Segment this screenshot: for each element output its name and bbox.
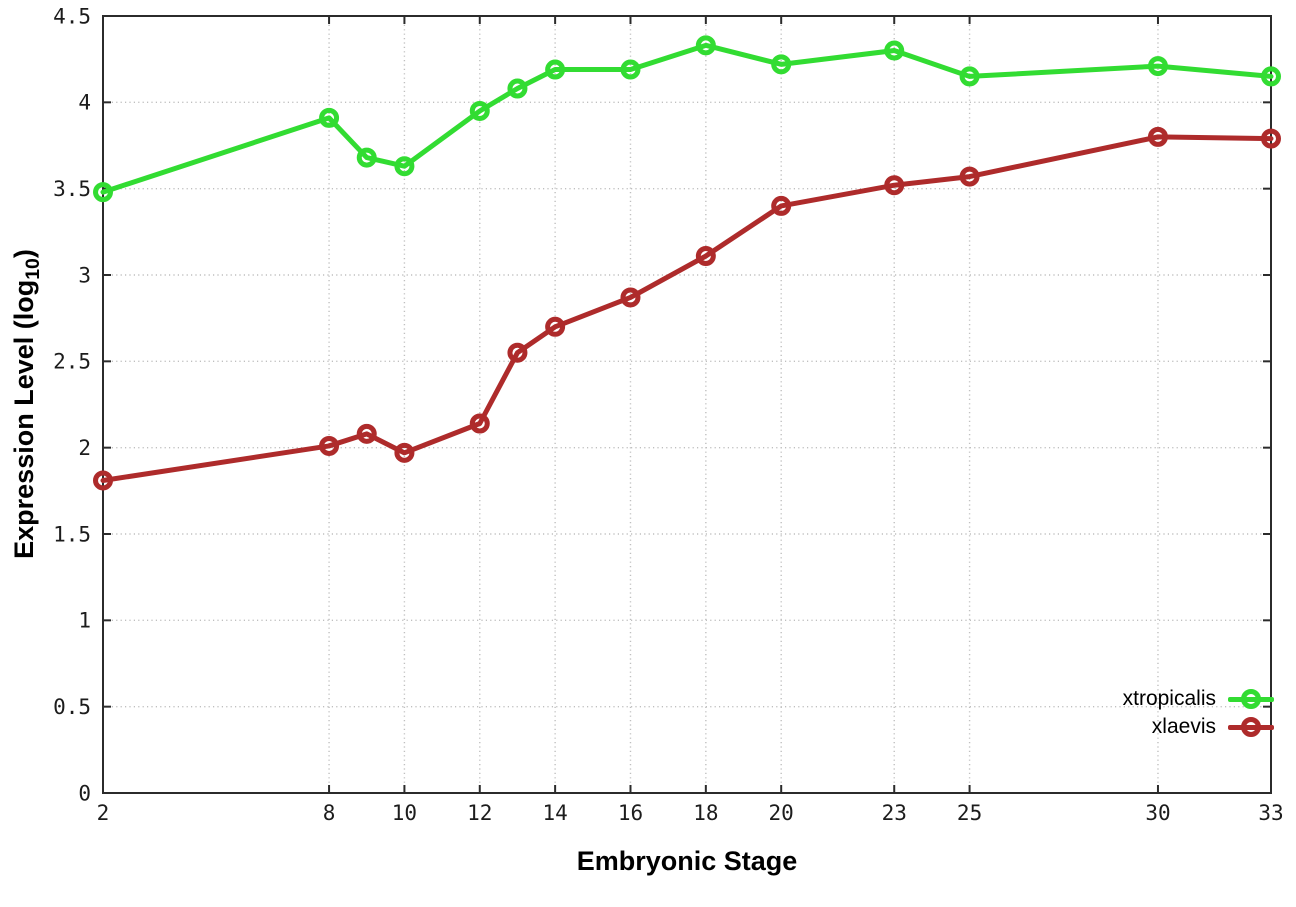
y-tick-label: 0.5: [53, 695, 91, 719]
x-tick-label: 30: [1145, 801, 1170, 825]
y-axis-title-text: Expression Level (log: [8, 279, 39, 559]
y-tick-label: 1: [78, 609, 91, 633]
data-point-xlaevis: [1261, 128, 1281, 149]
y-tick-label: 0: [78, 781, 91, 805]
y-tick-label: 1.5: [53, 522, 91, 546]
series-line-xlaevis: [100, 134, 1274, 483]
x-tick-label: 16: [618, 801, 643, 825]
data-point-xtropicalis: [695, 35, 716, 56]
x-tick-label: 18: [693, 801, 718, 825]
data-point-xtropicalis: [1147, 56, 1168, 77]
x-axis-title: Embryonic Stage: [576, 846, 798, 876]
legend-label: xlaevis: [1151, 715, 1216, 738]
y-tick-label: 3.5: [53, 177, 91, 201]
data-point-xlaevis: [356, 423, 377, 444]
y-tick-label: 2.5: [53, 350, 91, 374]
y-tick-label: 4.5: [53, 4, 91, 28]
y-tick-label: 2: [78, 436, 91, 460]
series-line-xtropicalis: [100, 42, 1274, 195]
legend-circle-icon: [1241, 689, 1261, 709]
data-point-xtropicalis: [507, 78, 528, 99]
data-point-xlaevis: [394, 442, 415, 463]
data-point-xlaevis: [620, 287, 641, 308]
x-tick-label: 14: [542, 801, 567, 825]
x-tick-label: 2: [97, 801, 110, 825]
data-point-xtropicalis: [959, 66, 980, 87]
plot-border: [102, 15, 1272, 794]
data-point-xlaevis: [695, 246, 716, 267]
data-point-xtropicalis: [356, 147, 377, 168]
x-tick-label: 20: [769, 801, 794, 825]
x-tick-label: 25: [957, 801, 982, 825]
x-tick-label: 33: [1258, 801, 1283, 825]
data-point-xtropicalis: [884, 40, 905, 61]
x-tick-label: 8: [323, 801, 336, 825]
legend-marker-xlaevis: [1228, 716, 1274, 738]
legend-label: xtropicalis: [1122, 687, 1216, 710]
y-tick-label: 3: [78, 263, 91, 287]
data-point-xlaevis: [507, 342, 528, 363]
data-point-xtropicalis: [620, 59, 641, 80]
data-point-xtropicalis: [545, 59, 566, 80]
data-point-xlaevis: [319, 435, 340, 456]
legend: xtropicalis xlaevis: [1123, 688, 1274, 738]
data-point-xlaevis: [469, 413, 490, 434]
y-axis-title-close: ): [8, 249, 39, 259]
y-axis-title: Expression Level (log10): [9, 249, 45, 559]
data-point-xlaevis: [545, 316, 566, 337]
y-axis-title-subscript: 10: [22, 258, 45, 280]
data-point-xtropicalis: [93, 182, 113, 203]
data-point-xlaevis: [771, 195, 792, 216]
data-point-xlaevis: [1147, 126, 1168, 147]
data-point-xtropicalis: [469, 100, 490, 121]
y-tick-label: 4: [78, 91, 91, 115]
data-point-xtropicalis: [1261, 66, 1281, 87]
legend-circle-icon: [1241, 717, 1261, 737]
x-tick-label: 23: [882, 801, 907, 825]
legend-marker-xtropicalis: [1228, 688, 1274, 710]
data-point-xlaevis: [959, 166, 980, 187]
data-point-xtropicalis: [319, 107, 340, 128]
data-point-xlaevis: [884, 175, 905, 196]
data-point-xlaevis: [93, 470, 113, 491]
legend-item-xlaevis: xlaevis: [1152, 716, 1274, 738]
data-point-xtropicalis: [771, 54, 792, 75]
x-tick-label: 12: [467, 801, 492, 825]
x-tick-label: 10: [392, 801, 417, 825]
legend-item-xtropicalis: xtropicalis: [1123, 688, 1274, 710]
data-point-xtropicalis: [394, 156, 415, 177]
